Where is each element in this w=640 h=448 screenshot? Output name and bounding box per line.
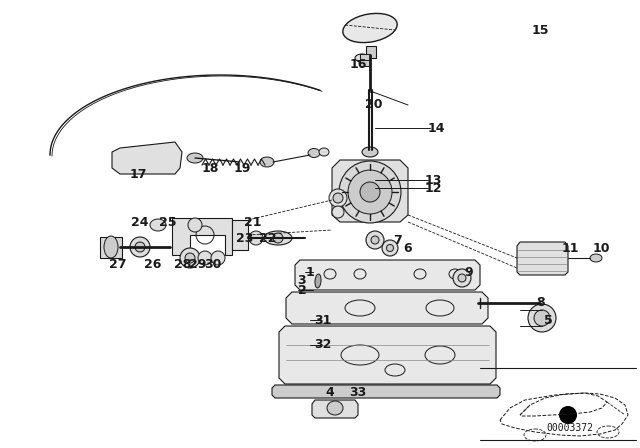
Ellipse shape xyxy=(458,274,466,282)
Polygon shape xyxy=(312,400,358,418)
Text: 33: 33 xyxy=(349,385,367,399)
Ellipse shape xyxy=(333,193,343,203)
Ellipse shape xyxy=(343,13,397,43)
Text: 9: 9 xyxy=(465,266,474,279)
Text: 1: 1 xyxy=(306,266,314,279)
Text: 13: 13 xyxy=(424,173,442,186)
Text: 31: 31 xyxy=(314,314,332,327)
Text: 22: 22 xyxy=(259,232,276,245)
Ellipse shape xyxy=(339,161,401,223)
Text: 25: 25 xyxy=(159,215,177,228)
Text: 3: 3 xyxy=(298,275,307,288)
Text: 7: 7 xyxy=(394,233,403,246)
Polygon shape xyxy=(272,385,500,398)
Ellipse shape xyxy=(360,182,380,202)
Polygon shape xyxy=(286,292,488,324)
Text: 5: 5 xyxy=(543,314,552,327)
Ellipse shape xyxy=(534,310,550,326)
Ellipse shape xyxy=(327,401,343,415)
Ellipse shape xyxy=(332,206,344,218)
Ellipse shape xyxy=(366,231,384,249)
Polygon shape xyxy=(517,242,568,275)
Text: 27: 27 xyxy=(109,258,127,271)
Polygon shape xyxy=(279,326,496,384)
Ellipse shape xyxy=(150,219,166,231)
Bar xyxy=(360,54,370,66)
Ellipse shape xyxy=(387,245,394,251)
Text: 11: 11 xyxy=(561,241,579,254)
Ellipse shape xyxy=(260,157,274,167)
Polygon shape xyxy=(172,218,232,255)
Ellipse shape xyxy=(308,148,320,158)
Ellipse shape xyxy=(371,236,379,244)
Text: 14: 14 xyxy=(428,121,445,134)
Ellipse shape xyxy=(319,148,329,156)
Ellipse shape xyxy=(198,251,212,265)
Text: 26: 26 xyxy=(144,258,162,271)
Polygon shape xyxy=(295,260,480,290)
Text: 8: 8 xyxy=(537,297,545,310)
Text: 00003372: 00003372 xyxy=(547,423,593,433)
Ellipse shape xyxy=(135,242,145,252)
Text: 24: 24 xyxy=(131,215,148,228)
Polygon shape xyxy=(232,220,248,250)
Ellipse shape xyxy=(453,269,471,287)
Text: 16: 16 xyxy=(349,59,367,72)
Ellipse shape xyxy=(104,236,118,258)
Text: 21: 21 xyxy=(244,215,262,228)
Ellipse shape xyxy=(264,231,292,245)
Text: 18: 18 xyxy=(202,161,219,175)
Ellipse shape xyxy=(329,189,347,207)
Text: 15: 15 xyxy=(531,23,548,36)
Text: 12: 12 xyxy=(424,181,442,194)
Ellipse shape xyxy=(382,240,398,256)
Ellipse shape xyxy=(130,237,150,257)
Text: 20: 20 xyxy=(365,99,383,112)
Text: 29: 29 xyxy=(189,258,207,271)
Ellipse shape xyxy=(315,274,321,288)
Ellipse shape xyxy=(355,54,369,62)
Ellipse shape xyxy=(211,251,225,265)
Ellipse shape xyxy=(180,248,200,268)
Text: 19: 19 xyxy=(234,161,251,175)
Text: 17: 17 xyxy=(129,168,147,181)
Polygon shape xyxy=(100,237,122,258)
Text: 6: 6 xyxy=(404,241,412,254)
Ellipse shape xyxy=(528,304,556,332)
Ellipse shape xyxy=(249,231,263,245)
Ellipse shape xyxy=(273,233,283,243)
Text: 23: 23 xyxy=(236,232,253,245)
Polygon shape xyxy=(332,160,408,222)
Ellipse shape xyxy=(188,218,202,232)
Ellipse shape xyxy=(348,170,392,214)
Ellipse shape xyxy=(590,254,602,262)
Ellipse shape xyxy=(185,253,195,263)
Ellipse shape xyxy=(362,147,378,157)
Text: 10: 10 xyxy=(592,241,610,254)
Ellipse shape xyxy=(187,153,203,163)
Circle shape xyxy=(559,406,577,424)
Text: 4: 4 xyxy=(326,385,334,399)
Text: 30: 30 xyxy=(204,258,221,271)
Text: 28: 28 xyxy=(174,258,192,271)
Polygon shape xyxy=(112,142,182,174)
Bar xyxy=(366,46,376,58)
Text: 2: 2 xyxy=(298,284,307,297)
Text: 32: 32 xyxy=(314,339,332,352)
